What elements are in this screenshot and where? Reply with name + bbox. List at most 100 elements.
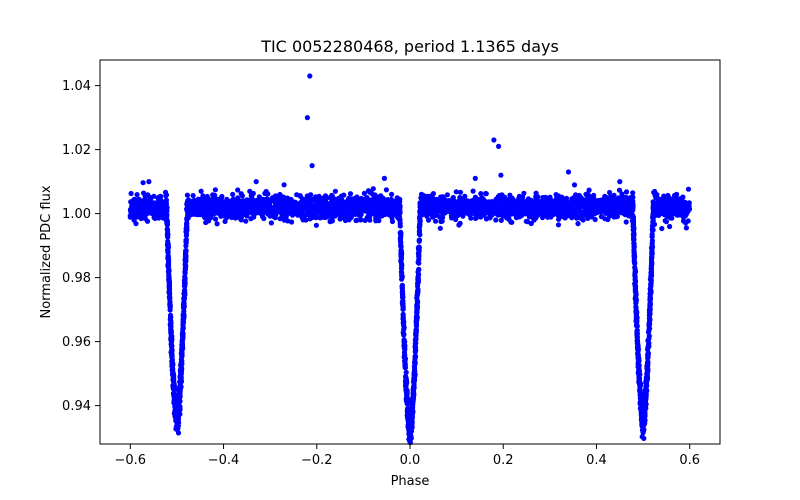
data-point	[535, 212, 541, 218]
data-point	[519, 212, 525, 219]
data-point	[555, 222, 562, 228]
data-point	[379, 197, 385, 203]
data-point	[496, 192, 502, 199]
data-point	[190, 193, 196, 199]
data-point	[646, 328, 652, 334]
data-point	[637, 371, 643, 377]
data-point	[450, 194, 456, 201]
data-point	[353, 217, 359, 224]
data-point	[397, 217, 403, 223]
data-point	[304, 115, 310, 121]
data-point	[559, 202, 566, 208]
data-point	[646, 322, 652, 328]
data-point	[272, 215, 278, 221]
data-point	[260, 204, 266, 210]
data-point	[415, 275, 421, 281]
data-point	[585, 192, 592, 198]
data-point	[353, 205, 359, 211]
data-point	[637, 388, 643, 394]
data-point	[456, 198, 462, 204]
data-point	[163, 197, 169, 203]
data-point	[166, 294, 172, 300]
data-point	[198, 188, 204, 194]
data-point	[644, 366, 651, 373]
data-point	[539, 200, 545, 206]
data-point	[260, 209, 267, 215]
data-point	[174, 411, 180, 417]
data-point	[309, 163, 315, 169]
data-point	[659, 225, 665, 232]
data-point	[297, 193, 303, 199]
data-point	[412, 356, 418, 362]
data-point	[505, 212, 511, 218]
data-point	[484, 209, 490, 215]
data-point	[633, 298, 639, 304]
data-point	[376, 211, 382, 217]
data-point	[133, 221, 139, 227]
data-point	[256, 194, 262, 200]
data-point	[531, 217, 537, 223]
data-point	[183, 257, 189, 263]
data-point	[268, 220, 274, 226]
data-point	[641, 435, 647, 441]
data-point	[618, 208, 624, 214]
data-point	[267, 203, 273, 209]
data-point	[177, 406, 183, 412]
data-point	[509, 195, 515, 201]
data-point	[634, 337, 641, 343]
data-point	[168, 323, 174, 329]
data-point	[668, 213, 674, 219]
y-axis-ticks: 0.940.960.981.001.021.04	[62, 79, 100, 414]
data-point	[201, 195, 207, 201]
data-point	[194, 211, 200, 217]
data-point	[155, 199, 161, 205]
data-point	[417, 232, 423, 238]
data-point	[191, 201, 197, 207]
x-axis-ticks: −0.6 −0.4 −0.2 0.0 0.2 0.4 0.6	[115, 444, 700, 468]
data-point	[183, 226, 189, 232]
data-point	[647, 317, 653, 323]
data-point	[413, 321, 419, 327]
y-tick-label: 1.02	[62, 143, 91, 158]
data-point	[613, 213, 619, 219]
data-point	[222, 218, 228, 224]
data-point	[178, 380, 184, 386]
data-point	[164, 219, 170, 225]
data-point	[230, 191, 236, 197]
data-point	[304, 207, 310, 213]
data-point	[508, 205, 515, 211]
data-point	[166, 268, 172, 274]
y-tick-label: 0.96	[62, 335, 91, 350]
data-point	[156, 208, 162, 214]
data-point	[503, 206, 509, 212]
data-point	[406, 416, 412, 422]
data-point	[181, 280, 188, 286]
data-point	[470, 188, 476, 194]
data-point	[149, 209, 156, 215]
data-point	[222, 210, 228, 216]
data-point	[679, 204, 685, 210]
data-point	[462, 193, 468, 199]
data-point	[629, 194, 636, 200]
data-point	[414, 289, 421, 295]
data-point	[281, 182, 287, 188]
data-point	[663, 208, 669, 215]
data-point	[141, 205, 147, 211]
data-point	[267, 213, 273, 219]
data-point	[400, 312, 406, 318]
data-point	[580, 217, 586, 223]
data-point	[246, 197, 252, 203]
data-point	[410, 395, 417, 401]
x-tick-label: 0.2	[493, 453, 514, 468]
data-point	[370, 186, 376, 192]
data-point	[320, 209, 326, 215]
data-point	[638, 404, 644, 410]
data-point	[634, 322, 640, 328]
data-point	[347, 199, 353, 205]
data-point	[183, 240, 189, 246]
data-point	[455, 210, 461, 216]
data-point	[400, 291, 406, 297]
data-point	[616, 195, 622, 201]
data-point	[490, 208, 496, 214]
data-point	[181, 308, 187, 314]
